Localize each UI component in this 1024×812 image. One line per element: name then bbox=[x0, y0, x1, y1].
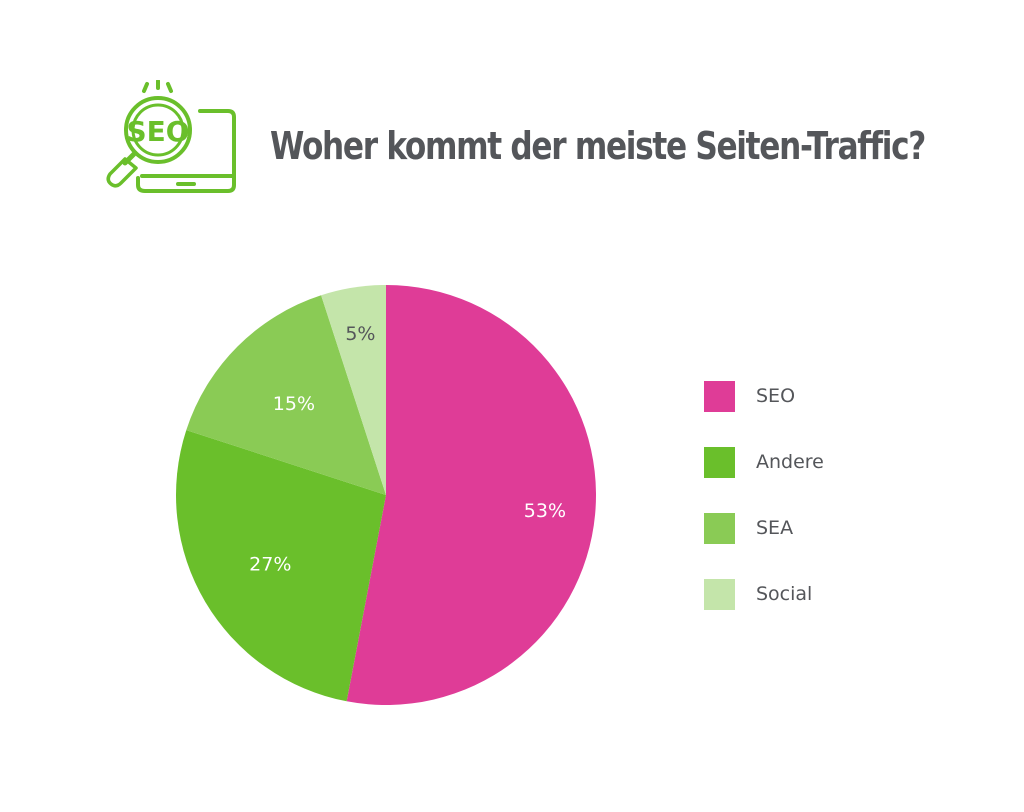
pie-slice-andere bbox=[176, 430, 386, 702]
seo-magnifier-laptop-icon: SEO bbox=[106, 80, 236, 193]
legend-item-sea: SEA bbox=[704, 512, 924, 544]
header: SEO Woher kommt der meiste Seiten-Traffi… bbox=[104, 80, 964, 200]
pie-slice-social bbox=[321, 285, 386, 495]
legend-item-andere: Andere bbox=[704, 446, 924, 478]
legend-label: Andere bbox=[756, 451, 824, 473]
pie-label-seo: 53% bbox=[524, 500, 566, 522]
pie-slice-sea bbox=[186, 295, 386, 495]
legend-swatch bbox=[704, 380, 735, 412]
legend-swatch bbox=[704, 578, 735, 610]
legend-label: Social bbox=[756, 583, 813, 605]
pie-slices bbox=[176, 285, 597, 705]
page-title: Woher kommt der meiste Seiten-Traffic? bbox=[270, 124, 926, 168]
pie-label-andere: 27% bbox=[249, 553, 291, 575]
pie-slice-seo bbox=[346, 285, 597, 705]
legend-swatch bbox=[704, 512, 735, 544]
pie-labels: 53% 27% 15% 5% bbox=[249, 323, 566, 575]
legend-item-social: Social bbox=[704, 578, 924, 610]
legend-swatch bbox=[704, 446, 735, 478]
legend-label: SEO bbox=[756, 385, 796, 407]
legend-label: SEA bbox=[756, 517, 794, 539]
logo-text: SEO bbox=[126, 115, 189, 148]
pie-label-social: 5% bbox=[345, 323, 375, 345]
pie-label-sea: 15% bbox=[273, 393, 315, 415]
legend-item-seo: SEO bbox=[704, 380, 924, 412]
legend: SEO Andere SEA Social bbox=[704, 380, 924, 644]
